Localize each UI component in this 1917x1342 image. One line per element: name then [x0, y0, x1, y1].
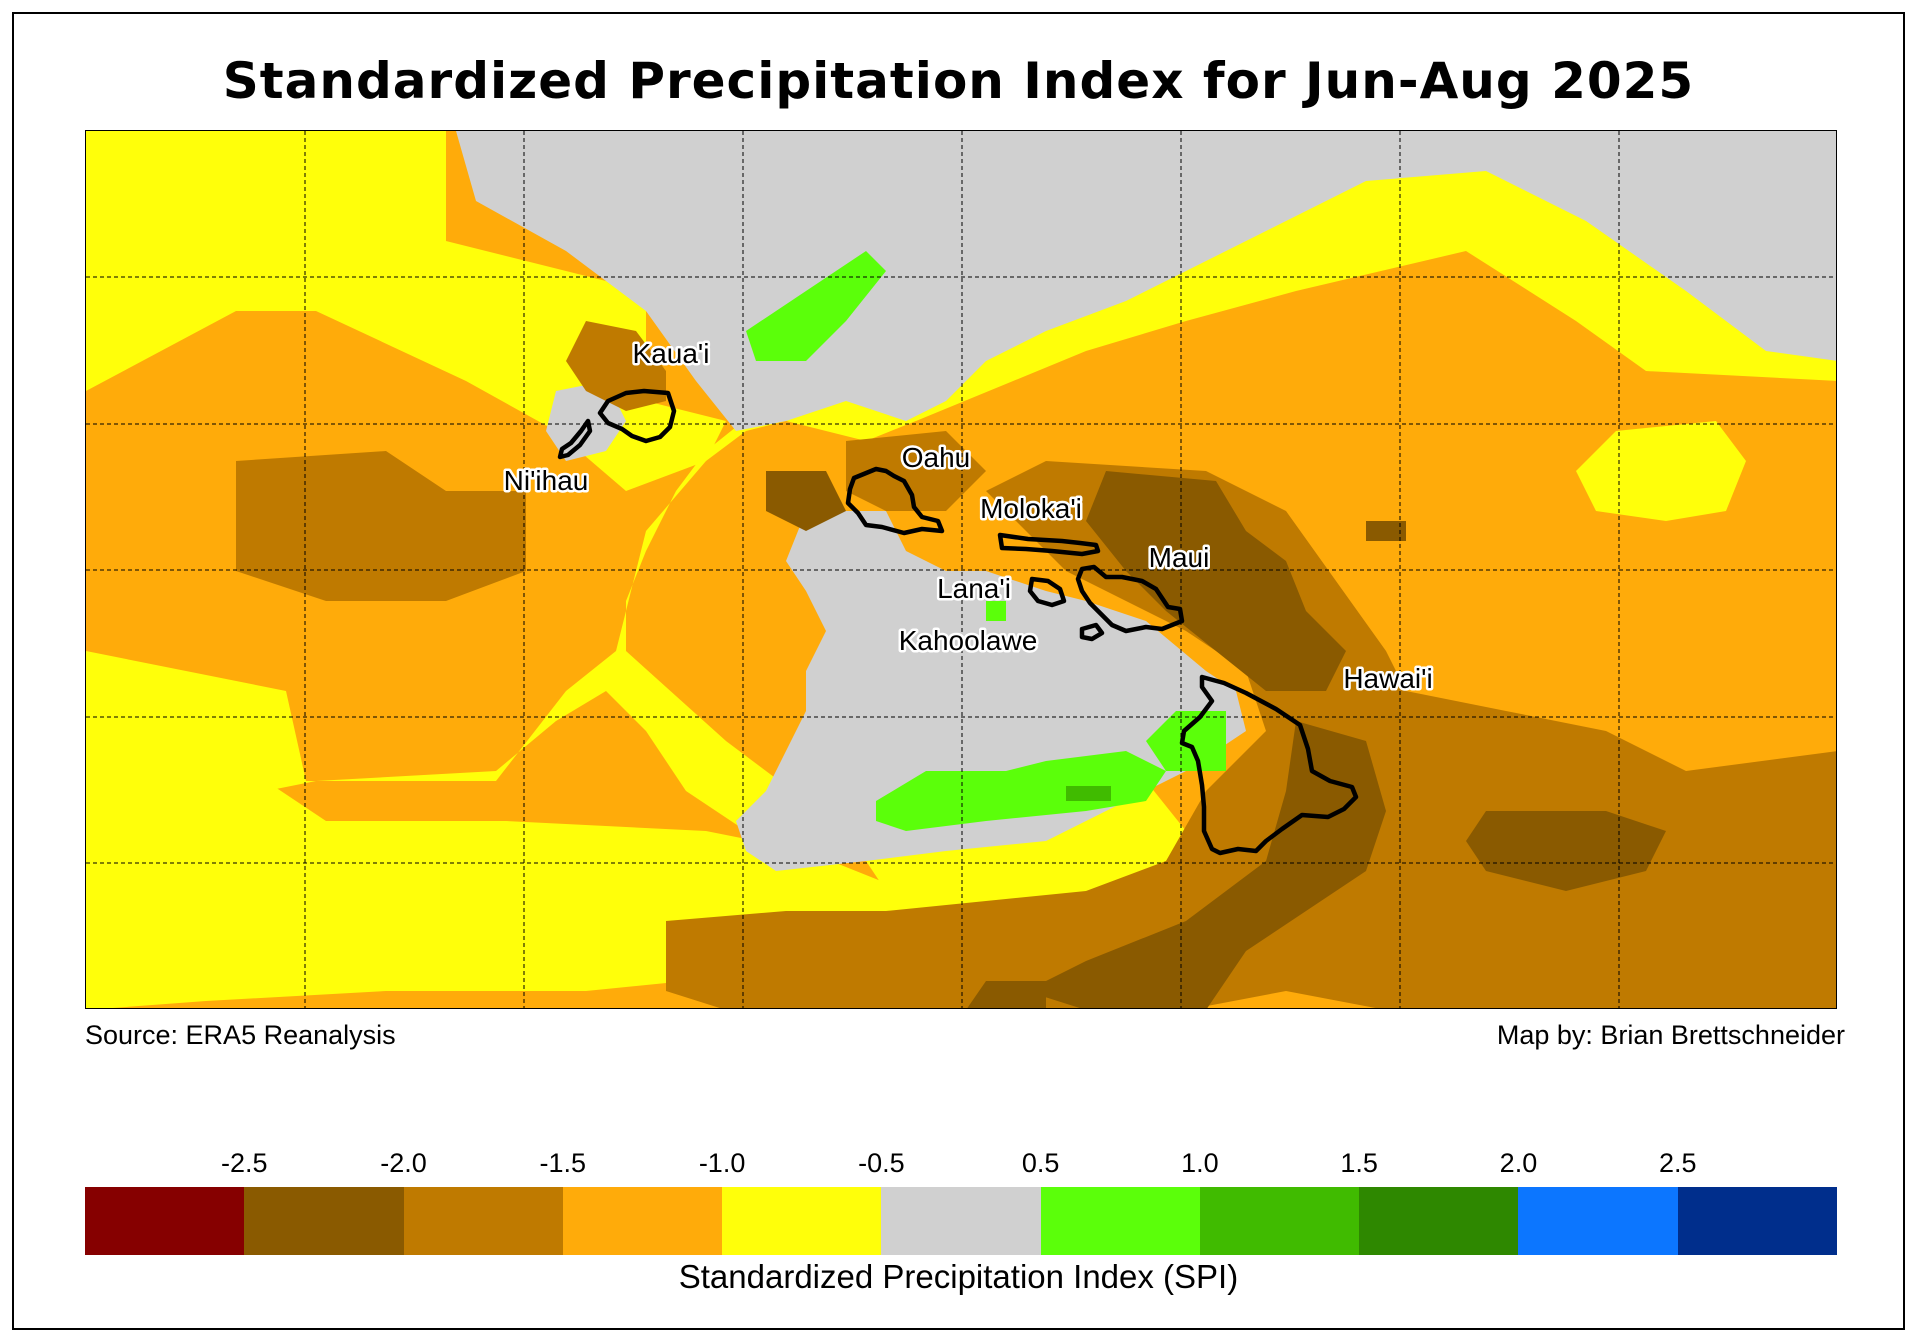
oahu-outline	[845, 466, 945, 536]
colorbar-tick-label: -0.5	[858, 1148, 905, 1178]
colorbar-segment	[1359, 1187, 1519, 1255]
spi-region	[967, 981, 1046, 1008]
source-note: Source: ERA5 Reanalysis	[85, 1020, 396, 1050]
spi-region	[876, 751, 1166, 831]
colorbar-tick-label: -2.5	[221, 1148, 268, 1178]
lanai-outline	[1027, 576, 1067, 608]
colorbar-segment	[722, 1187, 882, 1255]
island-labels: Kaua'i Ni'ihau Oahu Moloka'i Maui Lana'i…	[501, 336, 1435, 697]
spi-region	[1466, 811, 1666, 891]
island-label-lanai: Lana'i	[937, 573, 1011, 604]
island-outlines	[557, 388, 1359, 856]
spi-region	[846, 431, 986, 511]
colorbar-label: Standardized Precipitation Index (SPI)	[678, 1258, 1239, 1295]
kahoolawe-outline	[1079, 622, 1105, 642]
island-label-niihau: Ni'ihau	[504, 465, 589, 496]
colorbar-tick-label: 2.5	[1658, 1148, 1697, 1178]
figure-frame	[12, 12, 1905, 1330]
island-label-kahoolawe: Kahoolawe	[899, 625, 1038, 656]
island-label-oahu: Oahu	[902, 442, 971, 473]
map-graticule	[86, 131, 1836, 1008]
colorbar-segment	[244, 1187, 404, 1255]
maui-outline	[1075, 564, 1185, 634]
spi-region	[1086, 471, 1346, 691]
spi-region	[986, 601, 1006, 621]
island-label-hawaii: Hawai'i	[1343, 663, 1432, 694]
colorbar-tick-label: 1.0	[1181, 1148, 1219, 1178]
spi-region	[236, 451, 526, 601]
map-credit: Map by: Brian Brettschneider	[1496, 1020, 1845, 1050]
colorbar-segment	[85, 1187, 245, 1255]
colorbar-segment	[1518, 1187, 1678, 1255]
island-label-molokai: Moloka'i	[980, 493, 1082, 524]
island-label-kauai: Kaua'i	[633, 338, 710, 369]
spi-region	[1146, 711, 1226, 771]
colorbar-segment	[1677, 1187, 1837, 1255]
spi-region	[566, 321, 666, 411]
niihau-outline	[557, 418, 593, 460]
colorbar-segment	[403, 1187, 563, 1255]
colorbar-tick-label: 0.5	[1021, 1148, 1060, 1178]
kauai-outline	[597, 388, 677, 444]
spi-region	[766, 471, 846, 531]
island-label-maui: Maui	[1149, 542, 1210, 573]
colorbar-tick-label: -2.0	[380, 1148, 427, 1178]
colorbar-segment	[562, 1187, 723, 1255]
spi-region	[1366, 521, 1406, 541]
colorbar	[85, 1187, 1837, 1255]
colorbar-tick-label: -1.5	[539, 1148, 587, 1178]
colorbar-segment	[1199, 1187, 1360, 1255]
colorbar-segment	[881, 1187, 1041, 1255]
spi-map: Kaua'i Ni'ihau Oahu Moloka'i Maui Lana'i…	[85, 130, 1837, 1009]
colorbar-segment	[1040, 1187, 1200, 1255]
colorbar-tick-label: 1.5	[1340, 1148, 1378, 1178]
colorbar-tick-label: -1.0	[698, 1148, 746, 1178]
colorbar-tick-label: 2.0	[1499, 1148, 1538, 1178]
spi-region	[746, 251, 886, 361]
spi-region	[1066, 786, 1111, 801]
spi-region	[1026, 721, 1386, 1008]
molokai-outline	[997, 532, 1101, 557]
hawaii-outline	[1179, 674, 1359, 856]
map-title: Standardized Precipitation Index for Jun…	[222, 52, 1695, 110]
